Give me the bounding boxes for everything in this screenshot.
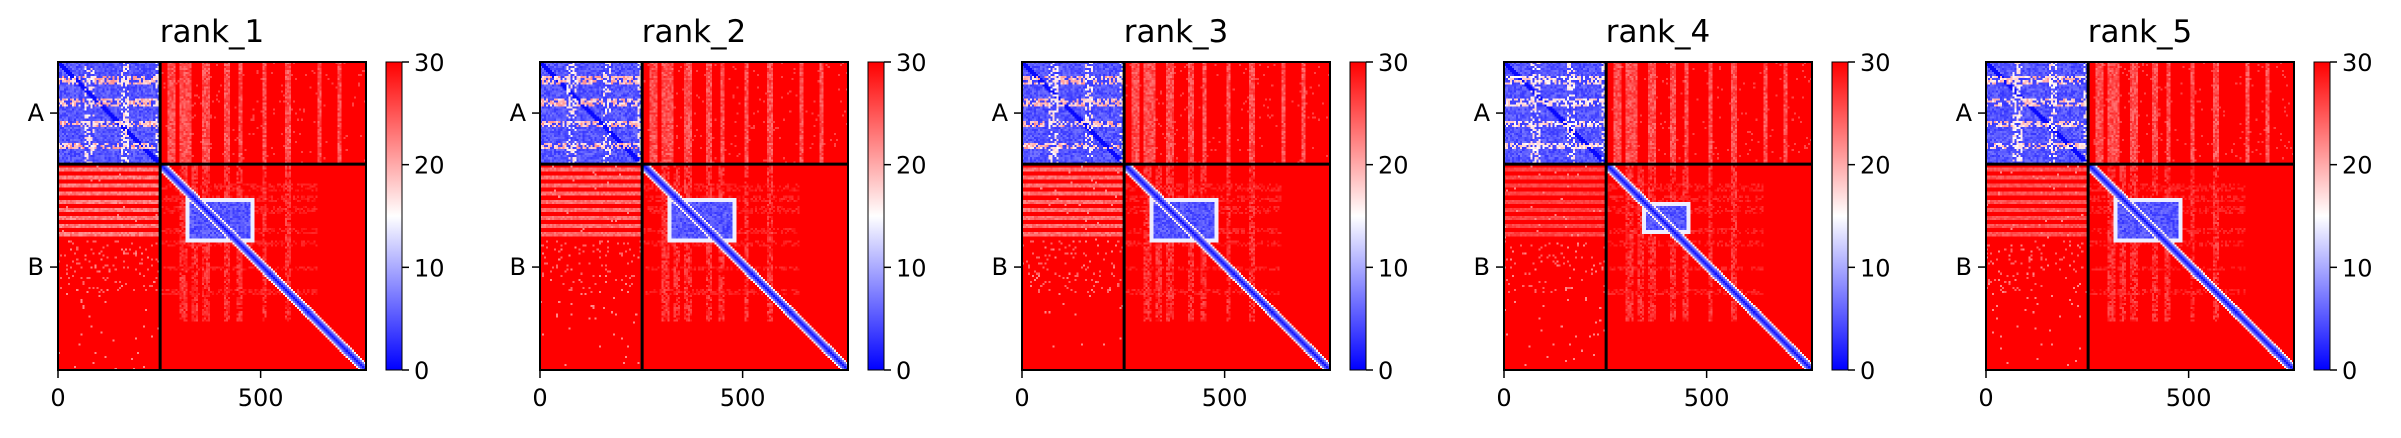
x-tick-label: 500 <box>720 384 766 412</box>
colorbar <box>385 61 403 371</box>
x-tick-label: 0 <box>1496 384 1511 412</box>
x-tick-label: 500 <box>2166 384 2212 412</box>
x-tick-label: 0 <box>50 384 65 412</box>
x-tick-label: 0 <box>532 384 547 412</box>
colorbar-tick-label: 0 <box>1860 357 1875 385</box>
colorbar-tick-label: 0 <box>2342 357 2357 385</box>
x-tick-label: 0 <box>1978 384 1993 412</box>
colorbar-tick-label: 20 <box>1860 152 1891 180</box>
colorbar-tick-label: 10 <box>414 254 445 282</box>
colorbar <box>867 61 885 371</box>
pae-heatmap <box>540 62 848 370</box>
colorbar <box>1349 61 1367 371</box>
heatmap-frame <box>1021 61 1331 371</box>
panel-title: rank_4 <box>1606 14 1711 50</box>
colorbar-tick-label: 20 <box>1378 152 1409 180</box>
colorbar-tick-label: 10 <box>1860 254 1891 282</box>
colorbar-tick-label: 0 <box>414 357 429 385</box>
colorbar-tick-label: 20 <box>414 152 445 180</box>
pae-heatmap <box>1022 62 1330 370</box>
panel-rank_4: rank_4 0 500 A B 0 10 20 30 <box>1474 14 1891 412</box>
colorbar <box>1831 61 1849 371</box>
colorbar-tick-label: 10 <box>2342 254 2373 282</box>
pae-heatmap <box>1504 62 1812 370</box>
y-tick-label: A <box>28 99 45 127</box>
colorbar-tick-label: 0 <box>896 357 911 385</box>
heatmap-frame <box>57 61 367 371</box>
y-tick-label: A <box>1474 99 1491 127</box>
colorbar-tick-label: 20 <box>896 152 927 180</box>
colorbar-tick-label: 30 <box>2342 49 2373 77</box>
pae-heatmap <box>58 62 366 370</box>
heatmap-frame <box>539 61 849 371</box>
heatmap-frame <box>1985 61 2295 371</box>
colorbar-tick-label: 10 <box>1378 254 1409 282</box>
x-tick-label: 500 <box>1202 384 1248 412</box>
y-tick-label: B <box>1474 253 1490 281</box>
panel-rank_2: rank_2 0 500 A B 0 10 20 30 <box>510 14 927 412</box>
colorbar-tick-label: 30 <box>896 49 927 77</box>
x-tick-label: 500 <box>1684 384 1730 412</box>
heatmap-frame <box>1503 61 1813 371</box>
panel-title: rank_3 <box>1124 14 1229 50</box>
colorbar-tick-label: 10 <box>896 254 927 282</box>
y-tick-label: A <box>992 99 1009 127</box>
panel-title: rank_1 <box>160 14 265 50</box>
panel-rank_1: rank_1 0 500 A B 0 10 20 30 <box>28 14 445 412</box>
x-tick-label: 500 <box>238 384 284 412</box>
panel-rank_5: rank_5 0 500 A B 0 10 20 30 <box>1956 14 2373 412</box>
pae-heatmap <box>1986 62 2294 370</box>
colorbar-tick-label: 30 <box>1860 49 1891 77</box>
y-tick-label: A <box>1956 99 1973 127</box>
y-tick-label: B <box>28 253 44 281</box>
y-tick-label: A <box>510 99 527 127</box>
colorbar <box>2313 61 2331 371</box>
panel-title: rank_5 <box>2088 14 2193 50</box>
x-tick-label: 0 <box>1014 384 1029 412</box>
panel-title: rank_2 <box>642 14 747 50</box>
colorbar-tick-label: 20 <box>2342 152 2373 180</box>
y-tick-label: B <box>510 253 526 281</box>
colorbar-tick-label: 30 <box>1378 49 1409 77</box>
colorbar-tick-label: 30 <box>414 49 445 77</box>
y-tick-label: B <box>992 253 1008 281</box>
colorbar-tick-label: 0 <box>1378 357 1393 385</box>
y-tick-label: B <box>1956 253 1972 281</box>
panel-rank_3: rank_3 0 500 A B 0 10 20 30 <box>992 14 1409 412</box>
